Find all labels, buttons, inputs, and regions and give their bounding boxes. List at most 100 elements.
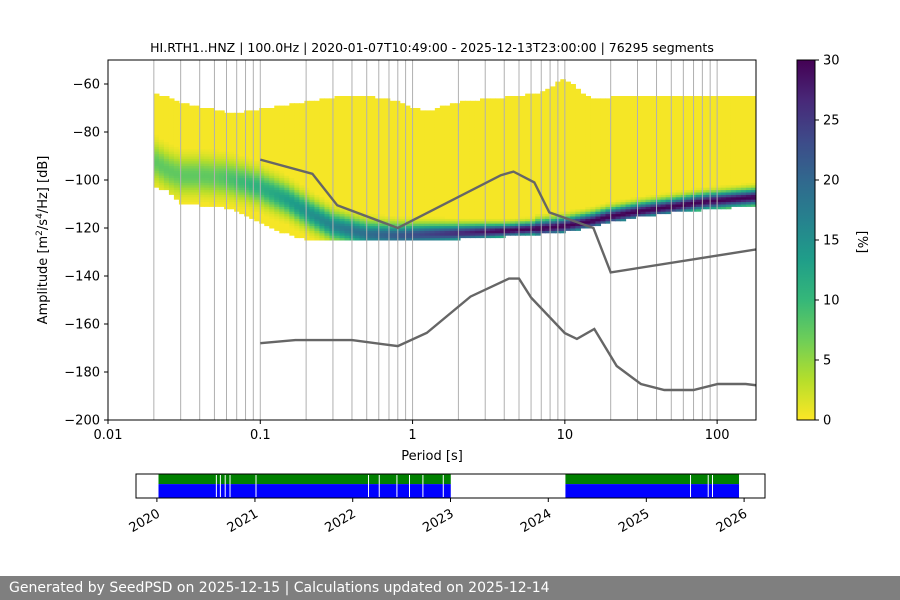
heatmap-cell <box>444 127 451 131</box>
heatmap-cell <box>304 146 310 150</box>
heatmap-cell <box>565 151 571 155</box>
heatmap-cell <box>610 213 617 217</box>
heatmap-cell <box>269 172 275 176</box>
heatmap-cell <box>193 172 200 176</box>
heatmap-cell <box>560 225 566 229</box>
heatmap-cell <box>178 168 185 171</box>
heatmap-cell <box>214 177 220 181</box>
heatmap-cell <box>480 134 486 138</box>
heatmap-cell <box>379 177 386 181</box>
heatmap-cell <box>173 148 180 152</box>
heatmap-cell <box>434 141 441 145</box>
heatmap-cell <box>454 194 461 198</box>
heatmap-cell <box>314 165 321 169</box>
heatmap-cell <box>279 153 285 157</box>
heatmap-cell <box>485 194 491 198</box>
heatmap-cell <box>299 218 305 222</box>
heatmap-cell <box>389 129 396 133</box>
heatmap-cell <box>590 170 597 174</box>
heatmap-cell <box>173 144 180 147</box>
heatmap-cell <box>299 172 305 176</box>
heatmap-cell <box>500 158 506 162</box>
heatmap-cell <box>495 105 501 109</box>
heatmap-cell <box>449 211 456 215</box>
heatmap-cell <box>565 213 571 217</box>
heatmap-cell <box>214 151 220 155</box>
heatmap-cell <box>289 192 295 195</box>
heatmap-cell <box>570 165 576 169</box>
heatmap-cell <box>183 112 190 116</box>
heatmap-cell <box>244 211 250 215</box>
heatmap-cell <box>309 230 316 234</box>
heatmap-cell <box>249 189 255 193</box>
heatmap-cell <box>199 156 205 159</box>
heatmap-cell <box>389 160 396 164</box>
heatmap-cell <box>274 177 280 181</box>
heatmap-cell <box>444 220 451 224</box>
heatmap-cell <box>264 153 270 157</box>
heatmap-cell <box>510 132 516 135</box>
heatmap-cell <box>404 124 411 128</box>
heatmap-cell <box>449 110 456 114</box>
heatmap-cell <box>545 124 551 128</box>
heatmap-cell <box>274 117 280 121</box>
heatmap-cell <box>354 151 361 155</box>
heatmap-cell <box>500 110 506 114</box>
heatmap-cell <box>510 204 516 207</box>
heatmap-cell <box>535 120 541 123</box>
heatmap-cell <box>570 144 576 147</box>
heatmap-cell <box>364 199 371 203</box>
heatmap-cell <box>490 139 496 143</box>
heatmap-cell <box>178 158 185 162</box>
heatmap-cell <box>449 172 456 176</box>
heatmap-cell <box>505 168 511 171</box>
heatmap-cell <box>183 194 190 198</box>
heatmap-cell <box>329 211 336 215</box>
heatmap-cell <box>469 177 476 181</box>
heatmap-cell <box>605 192 612 195</box>
heatmap-cell <box>219 120 225 123</box>
heatmap-cell <box>615 100 622 104</box>
heatmap-cell <box>570 136 576 140</box>
heatmap-cell <box>600 122 607 126</box>
heatmap-cell <box>359 218 366 222</box>
heatmap-cell <box>480 232 486 236</box>
heatmap-cell <box>540 96 546 99</box>
heatmap-cell <box>259 201 265 205</box>
heatmap-cell <box>199 127 205 131</box>
heatmap-cell <box>279 228 285 231</box>
heatmap-cell <box>480 165 486 169</box>
heatmap-cell <box>324 160 331 164</box>
heatmap-cell <box>369 192 376 195</box>
heatmap-cell <box>464 124 471 128</box>
heatmap-cell <box>219 132 225 135</box>
heatmap-cell <box>359 228 366 231</box>
heatmap-cell <box>354 120 361 123</box>
heatmap-cell <box>615 177 622 181</box>
heatmap-cell <box>209 120 215 123</box>
heatmap-cell <box>329 120 336 123</box>
heatmap-cell <box>344 110 351 114</box>
heatmap-cell <box>560 88 566 92</box>
heatmap-cell <box>530 103 536 107</box>
heatmap-cell <box>495 211 501 215</box>
heatmap-cell <box>324 199 331 203</box>
heatmap-cell <box>595 108 602 111</box>
heatmap-cell <box>419 199 426 203</box>
heatmap-cell <box>354 153 361 157</box>
heatmap-cell <box>329 175 336 179</box>
heatmap-cell <box>304 237 310 241</box>
heatmap-cell <box>500 220 506 224</box>
heatmap-cell <box>294 184 300 188</box>
heatmap-cell <box>239 158 245 162</box>
heatmap-cell <box>304 134 310 138</box>
heatmap-cell <box>464 103 471 107</box>
heatmap-cell <box>545 172 551 176</box>
heatmap-cell <box>269 175 275 179</box>
heatmap-cell <box>289 196 295 200</box>
heatmap-cell <box>545 103 551 107</box>
heatmap-cell <box>299 153 305 157</box>
heatmap-cell <box>354 237 361 241</box>
heatmap-cell <box>434 216 441 219</box>
heatmap-cell <box>590 100 597 104</box>
